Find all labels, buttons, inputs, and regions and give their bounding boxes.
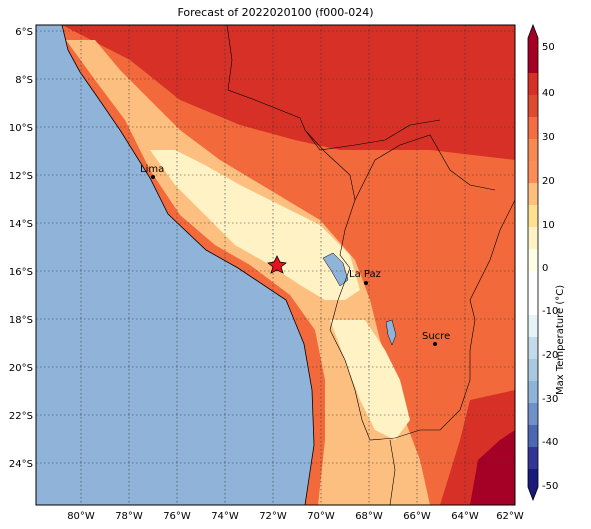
svg-text:-50: -50 xyxy=(542,481,558,492)
svg-text:50: 50 xyxy=(542,42,555,53)
svg-text:68°W: 68°W xyxy=(355,511,383,522)
svg-text:12°S: 12°S xyxy=(9,171,33,182)
svg-text:20°S: 20°S xyxy=(9,363,33,374)
colorbar-label: Max Temperature (°C) xyxy=(555,284,566,395)
svg-text:10°S: 10°S xyxy=(9,123,33,134)
cool-region-south xyxy=(330,320,410,440)
city-dot-sucre xyxy=(433,342,437,346)
city-dot-lima xyxy=(151,175,155,179)
svg-text:14°S: 14°S xyxy=(9,219,33,230)
lake-titicaca xyxy=(322,252,349,287)
colorbar xyxy=(527,23,539,502)
svg-text:72°W: 72°W xyxy=(259,511,287,522)
y-tick-labels: 6°S 8°S 10°S 12°S 14°S 16°S 18°S 20°S 22… xyxy=(9,27,33,470)
hottest-se xyxy=(470,430,515,505)
city-label-la-paz: La Paz xyxy=(349,269,381,280)
svg-text:64°W: 64°W xyxy=(451,511,479,522)
svg-text:66°W: 66°W xyxy=(403,511,431,522)
x-tick-labels: 80°W 78°W 76°W 74°W 72°W 70°W 68°W 66°W … xyxy=(67,511,524,522)
svg-text:24°S: 24°S xyxy=(9,459,33,470)
svg-text:78°W: 78°W xyxy=(115,511,143,522)
svg-text:10: 10 xyxy=(542,220,555,231)
svg-text:62°W: 62°W xyxy=(496,511,524,522)
map-area: Lima La Paz Sucre xyxy=(36,25,515,505)
svg-text:16°S: 16°S xyxy=(9,267,33,278)
city-label-sucre: Sucre xyxy=(422,331,450,342)
gridlines xyxy=(36,25,515,505)
svg-text:20: 20 xyxy=(542,176,555,187)
svg-text:-40: -40 xyxy=(542,437,558,448)
city-label-lima: Lima xyxy=(140,164,164,175)
coastline xyxy=(61,25,315,505)
svg-text:76°W: 76°W xyxy=(163,511,191,522)
map-title: Forecast of 2022020100 (f000-024) xyxy=(177,6,374,19)
map-frame xyxy=(35,24,516,506)
svg-text:-10: -10 xyxy=(542,306,558,317)
svg-text:-20: -20 xyxy=(542,350,558,361)
city-dot-la-paz xyxy=(364,281,368,285)
svg-text:70°W: 70°W xyxy=(307,511,335,522)
country-borders xyxy=(226,25,515,505)
cool-region xyxy=(150,150,360,300)
svg-text:80°W: 80°W xyxy=(67,511,95,522)
lake-poopo xyxy=(385,319,397,346)
svg-text:0: 0 xyxy=(542,263,548,274)
svg-text:-30: -30 xyxy=(542,394,558,405)
star-icon xyxy=(267,255,287,274)
hot-region xyxy=(62,25,515,160)
svg-text:6°S: 6°S xyxy=(15,27,33,38)
colorbar-tick-labels: 50 40 30 20 10 0 -10 -20 -30 -40 -50 xyxy=(542,42,558,492)
svg-text:22°S: 22°S xyxy=(9,411,33,422)
svg-text:30: 30 xyxy=(542,132,555,143)
svg-text:18°S: 18°S xyxy=(9,315,33,326)
svg-text:8°S: 8°S xyxy=(15,75,33,86)
svg-text:74°W: 74°W xyxy=(211,511,239,522)
svg-text:40: 40 xyxy=(542,88,555,99)
